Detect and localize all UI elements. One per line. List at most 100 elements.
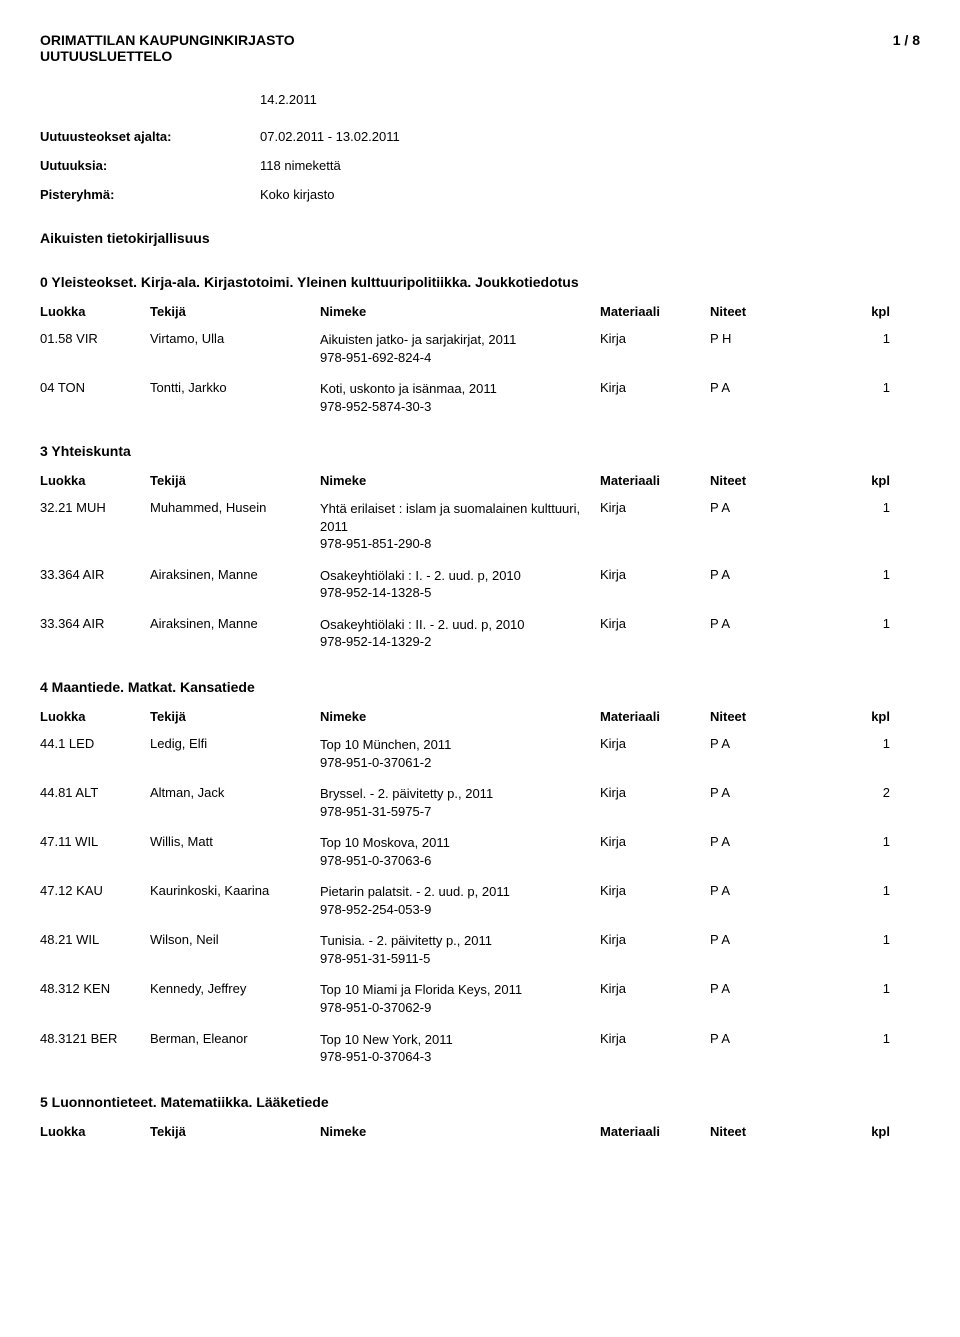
column-header-kpl: kpl [840, 473, 890, 488]
cell-nimeke-isbn: 978-951-31-5975-7 [320, 803, 588, 821]
table-row: 32.21 MUHMuhammed, HuseinYhtä erilaiset … [40, 500, 920, 553]
page-header: ORIMATTILAN KAUPUNGINKIRJASTO 1 / 8 [40, 32, 920, 48]
cell-kpl: 1 [840, 834, 890, 849]
cell-nimeke-title: Top 10 New York, 2011 [320, 1032, 453, 1047]
cell-materiaali: Kirja [600, 785, 710, 800]
cell-nimeke: Top 10 Moskova, 2011978-951-0-37063-6 [320, 834, 600, 869]
report-date: 14.2.2011 [260, 92, 920, 107]
cell-tekija: Willis, Matt [150, 834, 320, 849]
table-row: 01.58 VIRVirtamo, UllaAikuisten jatko- j… [40, 331, 920, 366]
cell-niteet: P A [710, 834, 840, 849]
cell-luokka: 01.58 VIR [40, 331, 150, 346]
cell-niteet: P A [710, 1031, 840, 1046]
column-header-tekija: Tekijä [150, 1124, 320, 1139]
cell-nimeke-title: Top 10 Moskova, 2011 [320, 835, 450, 850]
cell-kpl: 1 [840, 331, 890, 346]
cell-tekija: Airaksinen, Manne [150, 567, 320, 582]
cell-materiaali: Kirja [600, 932, 710, 947]
cell-luokka: 44.1 LED [40, 736, 150, 751]
column-header-nimeke: Nimeke [320, 473, 600, 488]
column-header-kpl: kpl [840, 304, 890, 319]
column-header-materiaali: Materiaali [600, 473, 710, 488]
cell-nimeke-isbn: 978-951-692-824-4 [320, 349, 588, 367]
column-header-nimeke: Nimeke [320, 304, 600, 319]
meta-count-label: Uutuuksia: [40, 158, 260, 173]
cell-nimeke-isbn: 978-951-0-37064-3 [320, 1048, 588, 1066]
section-super-title: Aikuisten tietokirjallisuus [40, 230, 920, 246]
column-header-niteet: Niteet [710, 473, 840, 488]
cell-luokka: 48.21 WIL [40, 932, 150, 947]
section-title: 4 Maantiede. Matkat. Kansatiede [40, 679, 920, 695]
cell-nimeke-title: Koti, uskonto ja isänmaa, 2011 [320, 381, 497, 396]
cell-nimeke-title: Bryssel. - 2. päivitetty p., 2011 [320, 786, 493, 801]
meta-period-value: 07.02.2011 - 13.02.2011 [260, 129, 920, 144]
table-row: 33.364 AIRAiraksinen, ManneOsakeyhtiölak… [40, 567, 920, 602]
cell-tekija: Virtamo, Ulla [150, 331, 320, 346]
cell-luokka: 32.21 MUH [40, 500, 150, 515]
cell-nimeke-isbn: 978-952-14-1329-2 [320, 633, 588, 651]
table-row: 33.364 AIRAiraksinen, ManneOsakeyhtiölak… [40, 616, 920, 651]
cell-nimeke-isbn: 978-952-5874-30-3 [320, 398, 588, 416]
cell-nimeke-isbn: 978-951-0-37061-2 [320, 754, 588, 772]
cell-nimeke-title: Osakeyhtiölaki : II. - 2. uud. p, 2010 [320, 617, 525, 632]
cell-nimeke-title: Top 10 München, 2011 [320, 737, 451, 752]
cell-materiaali: Kirja [600, 883, 710, 898]
cell-niteet: P H [710, 331, 840, 346]
cell-tekija: Airaksinen, Manne [150, 616, 320, 631]
cell-kpl: 1 [840, 981, 890, 996]
cell-tekija: Tontti, Jarkko [150, 380, 320, 395]
cell-tekija: Berman, Eleanor [150, 1031, 320, 1046]
cell-luokka: 04 TON [40, 380, 150, 395]
cell-materiaali: Kirja [600, 616, 710, 631]
cell-materiaali: Kirja [600, 1031, 710, 1046]
cell-niteet: P A [710, 883, 840, 898]
cell-nimeke: Osakeyhtiölaki : I. - 2. uud. p, 2010978… [320, 567, 600, 602]
cell-kpl: 1 [840, 500, 890, 515]
cell-tekija: Wilson, Neil [150, 932, 320, 947]
table-row: 44.81 ALTAltman, JackBryssel. - 2. päivi… [40, 785, 920, 820]
cell-luokka: 48.3121 BER [40, 1031, 150, 1046]
cell-luokka: 44.81 ALT [40, 785, 150, 800]
cell-nimeke-title: Pietarin palatsit. - 2. uud. p, 2011 [320, 884, 510, 899]
cell-nimeke: Top 10 München, 2011 978-951-0-37061-2 [320, 736, 600, 771]
column-header-niteet: Niteet [710, 304, 840, 319]
cell-nimeke-isbn: 978-951-31-5911-5 [320, 950, 588, 968]
cell-nimeke-isbn: 978-952-254-053-9 [320, 901, 588, 919]
column-header-luokka: Luokka [40, 473, 150, 488]
cell-nimeke-title: Top 10 Miami ja Florida Keys, 2011 [320, 982, 522, 997]
cell-niteet: P A [710, 981, 840, 996]
cell-niteet: P A [710, 380, 840, 395]
column-header-tekija: Tekijä [150, 709, 320, 724]
column-header-row: LuokkaTekijäNimekeMateriaaliNiteetkpl [40, 1124, 920, 1139]
cell-nimeke-title: Aikuisten jatko- ja sarjakirjat, 2011 [320, 332, 516, 347]
table-row: 48.3121 BERBerman, EleanorTop 10 New Yor… [40, 1031, 920, 1066]
cell-niteet: P A [710, 932, 840, 947]
column-header-luokka: Luokka [40, 709, 150, 724]
cell-kpl: 1 [840, 1031, 890, 1046]
cell-nimeke: Aikuisten jatko- ja sarjakirjat, 2011 978… [320, 331, 600, 366]
cell-niteet: P A [710, 500, 840, 515]
table-row: 44.1 LEDLedig, ElfiTop 10 München, 20119… [40, 736, 920, 771]
cell-nimeke: Top 10 Miami ja Florida Keys, 2011978-95… [320, 981, 600, 1016]
column-header-row: LuokkaTekijäNimekeMateriaaliNiteetkpl [40, 473, 920, 488]
cell-niteet: P A [710, 736, 840, 751]
cell-tekija: Kaurinkoski, Kaarina [150, 883, 320, 898]
column-header-kpl: kpl [840, 1124, 890, 1139]
cell-nimeke: Top 10 New York, 2011978-951-0-37064-3 [320, 1031, 600, 1066]
meta-block: Uutuusteokset ajalta: 07.02.2011 - 13.02… [40, 129, 920, 202]
column-header-tekija: Tekijä [150, 473, 320, 488]
cell-tekija: Muhammed, Husein [150, 500, 320, 515]
column-header-kpl: kpl [840, 709, 890, 724]
cell-materiaali: Kirja [600, 981, 710, 996]
section-title: 3 Yhteiskunta [40, 443, 920, 459]
column-header-niteet: Niteet [710, 1124, 840, 1139]
cell-nimeke-title: Yhtä erilaiset : islam ja suomalainen ku… [320, 501, 580, 534]
cell-niteet: P A [710, 567, 840, 582]
cell-kpl: 1 [840, 883, 890, 898]
table-row: 47.12 KAUKaurinkoski, KaarinaPietarin pa… [40, 883, 920, 918]
cell-kpl: 1 [840, 932, 890, 947]
cell-kpl: 1 [840, 567, 890, 582]
column-header-materiaali: Materiaali [600, 1124, 710, 1139]
cell-nimeke-isbn: 978-951-851-290-8 [320, 535, 588, 553]
table-row: 48.21 WILWilson, NeilTunisia. - 2. päivi… [40, 932, 920, 967]
